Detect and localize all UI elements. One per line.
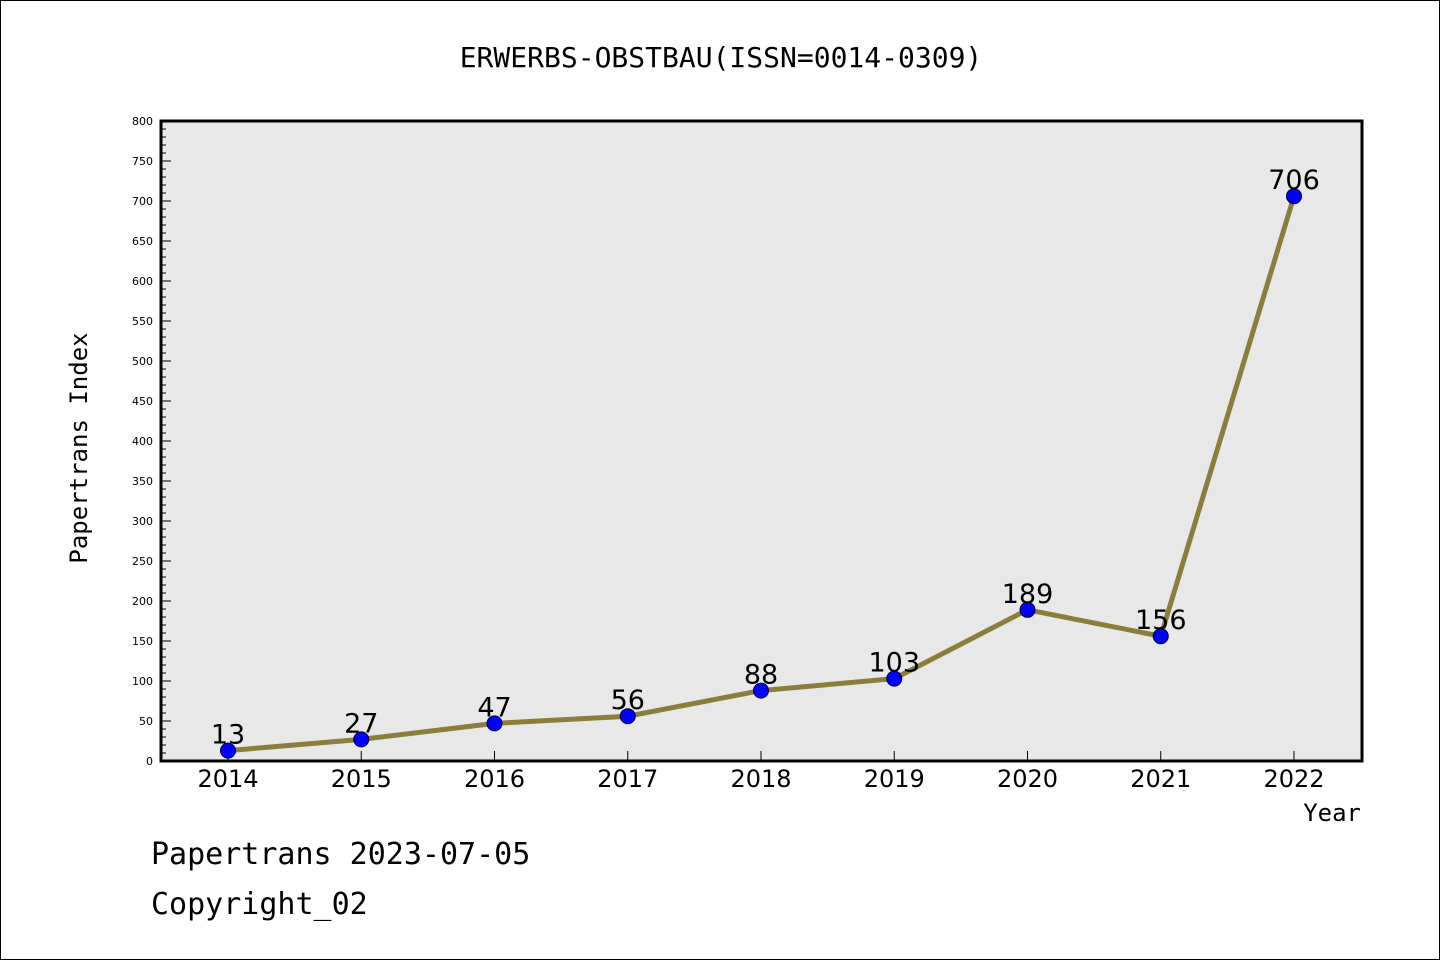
data-point <box>353 731 370 748</box>
data-point <box>1152 628 1169 645</box>
y-tick-label: 500 <box>132 355 153 368</box>
y-tick-label: 750 <box>132 155 153 168</box>
data-point <box>1019 601 1036 618</box>
y-tick-label: 450 <box>132 395 153 408</box>
data-label: 88 <box>744 660 778 691</box>
x-tick-label: 2021 <box>1130 765 1191 793</box>
x-tick-label: 2016 <box>464 765 525 793</box>
y-axis-label: Papertrans Index <box>65 332 93 563</box>
data-point <box>619 708 636 725</box>
data-point <box>486 715 503 732</box>
x-tick-label: 2018 <box>730 765 791 793</box>
data-label: 13 <box>211 720 245 751</box>
y-tick-label: 300 <box>132 515 153 528</box>
y-tick-label: 650 <box>132 235 153 248</box>
y-tick-label: 600 <box>132 275 153 288</box>
x-axis: 2014 2015 2016 2017 2018 2019 2020 2021 2022 <box>197 751 1325 793</box>
y-tick-label: 150 <box>132 635 153 648</box>
data-points-group <box>220 188 1302 759</box>
data-point <box>753 682 769 699</box>
plot-area <box>159 119 1364 763</box>
data-label: 156 <box>1135 605 1187 636</box>
data-label: 189 <box>1002 579 1054 610</box>
y-tick-label: 200 <box>132 595 153 608</box>
y-tick-label: 550 <box>132 315 153 328</box>
x-tick-label: 2017 <box>597 765 658 793</box>
y-tick-label: 0 <box>146 755 153 768</box>
data-label: 47 <box>477 692 511 723</box>
x-tick-label: 2020 <box>997 765 1058 793</box>
y-tick-label: 100 <box>132 675 153 688</box>
data-labels-group: 13 27 47 56 88 103 189 156 706 <box>211 165 1320 750</box>
x-axis-label: Year <box>1303 799 1361 827</box>
footer-copyright-text: Copyright_02 <box>151 887 368 922</box>
chart-title: ERWERBS-OBSTBAU(ISSN=0014-0309) <box>460 41 983 74</box>
data-label: 56 <box>611 685 645 716</box>
y-axis: 0 50 100 150 200 250 300 350 400 450 500 550 600 650 7… <box>132 115 171 768</box>
y-tick-label: 700 <box>132 195 153 208</box>
y-tick-label: 400 <box>132 435 153 448</box>
y-tick-label: 250 <box>132 555 153 568</box>
footer-date-text: Papertrans 2023-07-05 <box>151 837 530 872</box>
y-tick-label: 50 <box>139 715 153 728</box>
data-label: 103 <box>868 648 920 679</box>
y-tick-label: 800 <box>132 115 153 128</box>
y-tick-label: 350 <box>132 475 153 488</box>
data-point <box>1286 188 1302 205</box>
x-tick-label: 2022 <box>1263 765 1324 793</box>
x-tick-label: 2014 <box>197 765 258 793</box>
data-point <box>220 742 236 759</box>
data-point <box>886 670 903 687</box>
data-label: 706 <box>1268 165 1320 196</box>
x-tick-label: 2015 <box>331 765 392 793</box>
x-tick-label: 2019 <box>864 765 925 793</box>
data-label: 27 <box>344 708 378 739</box>
